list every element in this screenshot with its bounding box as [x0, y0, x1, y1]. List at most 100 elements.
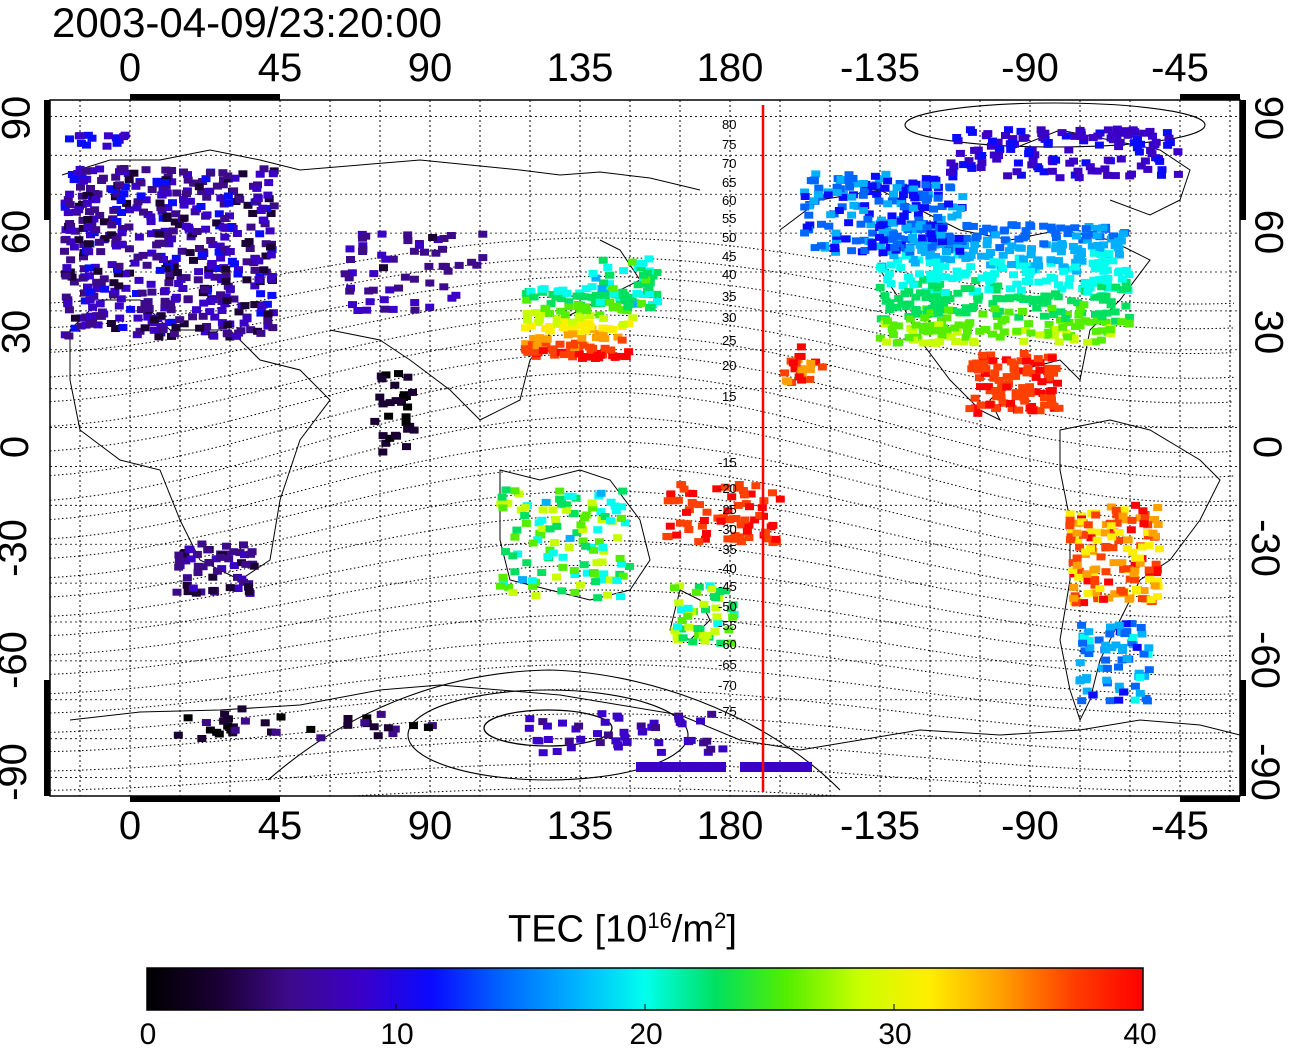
- tec-cell: [212, 567, 222, 575]
- tec-cell: [343, 721, 353, 729]
- tec-cell: [169, 263, 179, 271]
- tec-cell: [264, 179, 274, 187]
- tec-cell: [117, 209, 126, 216]
- tec-cell: [908, 328, 918, 336]
- tec-cell: [83, 283, 92, 291]
- tec-cell: [403, 403, 413, 411]
- tec-cell: [594, 538, 604, 546]
- left-y-tick: 90: [0, 95, 39, 141]
- tec-cell: [390, 725, 400, 733]
- tec-cell: [225, 248, 235, 255]
- tec-cell: [385, 434, 395, 442]
- colorbar-tick: 30: [878, 1018, 912, 1051]
- tec-cell: [521, 340, 531, 348]
- tec-cell: [1157, 166, 1167, 174]
- tec-cell: [905, 315, 915, 323]
- tec-cell: [446, 232, 456, 239]
- tec-cell: [1021, 227, 1031, 235]
- tec-cell: [674, 636, 683, 644]
- tec-cell: [736, 538, 746, 546]
- tec-cell: [1111, 283, 1121, 291]
- tec-cell: [74, 206, 84, 214]
- contour-label: 50: [722, 230, 737, 245]
- tec-cell: [220, 233, 230, 241]
- tec-cell: [1100, 529, 1110, 537]
- tec-cell: [887, 212, 897, 220]
- tec-cell: [881, 170, 891, 178]
- tec-cell: [1021, 262, 1031, 270]
- tec-cell: [1130, 139, 1139, 147]
- tec-cell: [947, 274, 957, 282]
- tec-cell: [1082, 570, 1092, 578]
- tec-cell: [867, 243, 877, 251]
- tec-cell: [581, 542, 591, 550]
- tec-cell: [915, 270, 924, 278]
- tec-cell: [967, 365, 977, 373]
- tec-cell: [384, 412, 394, 420]
- tec-cell: [916, 221, 926, 228]
- tec-cell: [1114, 529, 1124, 537]
- tec-cell: [1145, 575, 1155, 583]
- tec-cell: [1036, 295, 1046, 303]
- tec-cell: [565, 348, 575, 356]
- tec-cell: [1008, 135, 1018, 143]
- tec-cell: [1077, 697, 1087, 705]
- tec-cell: [921, 294, 931, 301]
- tec-cell: [1128, 548, 1138, 556]
- tec-cell: [244, 238, 254, 246]
- tec-cell: [986, 351, 996, 359]
- tec-cell: [745, 503, 754, 511]
- tec-cell: [558, 719, 567, 727]
- tec-cell: [560, 311, 570, 319]
- tec-cell: [993, 138, 1003, 146]
- tec-cell: [394, 284, 403, 292]
- tec-cell: [1034, 278, 1044, 286]
- contour-label: -35: [718, 542, 737, 557]
- tec-cell: [1025, 221, 1035, 229]
- tec-cell: [942, 314, 952, 322]
- tec-cell: [541, 304, 551, 312]
- tec-cell: [155, 199, 165, 207]
- tec-cell: [423, 724, 433, 731]
- tec-cell: [955, 149, 965, 157]
- tec-cell: [610, 502, 620, 510]
- tec-cell: [885, 306, 895, 313]
- tec-cell: [1047, 396, 1056, 404]
- tec-cell: [553, 287, 563, 295]
- tec-cell: [847, 211, 857, 219]
- tec-cell: [118, 225, 127, 232]
- tec-cell: [1084, 628, 1094, 636]
- tec-cell: [652, 269, 662, 276]
- tec-cell: [903, 273, 913, 281]
- tec-cell: [1101, 568, 1111, 576]
- tec-cell: [66, 226, 76, 234]
- tec-cell: [168, 199, 177, 207]
- tec-cell: [715, 588, 725, 595]
- tec-cell: [1077, 257, 1087, 265]
- tec-cell: [600, 344, 610, 352]
- tec-cell: [1121, 266, 1131, 274]
- tec-cell: [522, 316, 532, 324]
- tec-cell: [1071, 599, 1081, 607]
- tec-cell: [131, 182, 141, 190]
- tec-cell: [677, 606, 686, 614]
- tec-cell: [1002, 356, 1011, 364]
- tec-cell: [996, 389, 1006, 397]
- tec-cell: [1056, 308, 1066, 316]
- tec-cell: [400, 273, 410, 281]
- tec-cell: [60, 236, 70, 244]
- tec-cell: [531, 309, 541, 317]
- tec-cell: [941, 255, 951, 263]
- tec-cell: [60, 203, 70, 211]
- tec-cell: [783, 378, 793, 386]
- tec-cell: [1110, 308, 1120, 316]
- tec-cell: [933, 309, 943, 317]
- tec-cell: [532, 736, 542, 744]
- tec-cell: [238, 170, 248, 178]
- tec-cell: [543, 736, 553, 743]
- tec-cell: [378, 432, 388, 440]
- contour-label: 40: [722, 267, 737, 282]
- tec-cell: [216, 254, 226, 262]
- tec-cell: [723, 507, 733, 515]
- tec-cell: [1090, 293, 1100, 301]
